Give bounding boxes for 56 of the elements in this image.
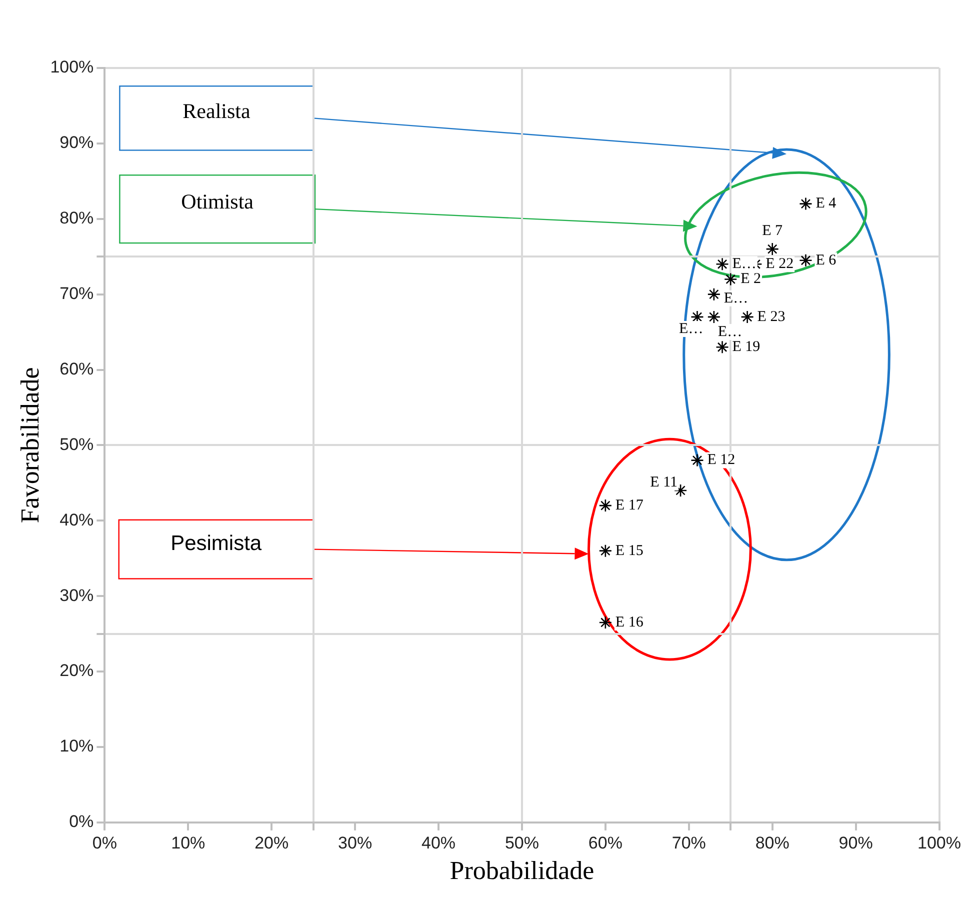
x-tick-label: 10% bbox=[171, 833, 206, 852]
point bbox=[799, 197, 812, 210]
y-axis-title: Favorabilidade bbox=[15, 367, 44, 524]
data-label: E… bbox=[718, 324, 742, 340]
x-tick-label: 50% bbox=[504, 833, 539, 852]
x-tick-label: 40% bbox=[421, 833, 456, 852]
point bbox=[740, 310, 754, 324]
data-label: E 11 bbox=[650, 474, 678, 490]
data-label: E 6 bbox=[816, 252, 837, 268]
y-tick-label: 90% bbox=[60, 133, 94, 152]
data-label: E 16 bbox=[615, 614, 644, 630]
data-label: E 17 bbox=[615, 497, 644, 514]
point bbox=[799, 254, 812, 268]
data-label: E 7 bbox=[762, 222, 784, 239]
y-tick-label: 40% bbox=[60, 510, 94, 530]
x-tick-label: 20% bbox=[254, 833, 289, 852]
y-tick-label: 70% bbox=[60, 284, 94, 304]
x-tick-label: 90% bbox=[838, 833, 873, 852]
y-tick-label: 20% bbox=[60, 661, 94, 680]
point bbox=[716, 257, 729, 271]
data-label: E 19 bbox=[732, 339, 760, 356]
y-tick-label: 100% bbox=[50, 58, 94, 77]
data-label: E 23 bbox=[757, 308, 786, 325]
point bbox=[598, 544, 612, 558]
data-label: E… bbox=[732, 256, 756, 272]
y-tick-label: 80% bbox=[60, 208, 94, 228]
x-tick-label: 60% bbox=[588, 833, 622, 852]
data-label: E 22 bbox=[766, 256, 794, 272]
x-tick-label: 100% bbox=[918, 833, 961, 852]
x-tick-label: 70% bbox=[672, 833, 706, 852]
data-label: E 4 bbox=[816, 196, 837, 212]
point bbox=[598, 616, 612, 630]
annotation: Realista bbox=[182, 98, 252, 123]
x-tick-label: 0% bbox=[92, 833, 117, 852]
data-label: E… bbox=[724, 290, 748, 306]
annotation: Pesimista bbox=[170, 532, 262, 556]
point bbox=[707, 310, 721, 324]
data-label: E… bbox=[679, 320, 704, 337]
y-tick-label: 30% bbox=[60, 586, 94, 605]
x-axis-title: Probabilidade bbox=[450, 856, 594, 886]
point bbox=[598, 498, 612, 512]
annotation: Otimista bbox=[181, 189, 254, 214]
point bbox=[724, 272, 738, 286]
y-tick-label: 0% bbox=[69, 812, 94, 832]
y-tick-label: 10% bbox=[60, 736, 94, 756]
data-label: E 15 bbox=[615, 542, 644, 559]
data-label: E 2 bbox=[740, 271, 762, 288]
point bbox=[707, 288, 721, 301]
y-tick-label: 60% bbox=[60, 359, 94, 378]
point bbox=[766, 242, 779, 256]
y-tick-label: 50% bbox=[60, 434, 94, 454]
point bbox=[690, 454, 704, 467]
data-label: E 12 bbox=[707, 452, 736, 468]
x-tick-label: 30% bbox=[338, 833, 372, 852]
point bbox=[716, 340, 729, 354]
x-tick-label: 80% bbox=[755, 833, 790, 852]
